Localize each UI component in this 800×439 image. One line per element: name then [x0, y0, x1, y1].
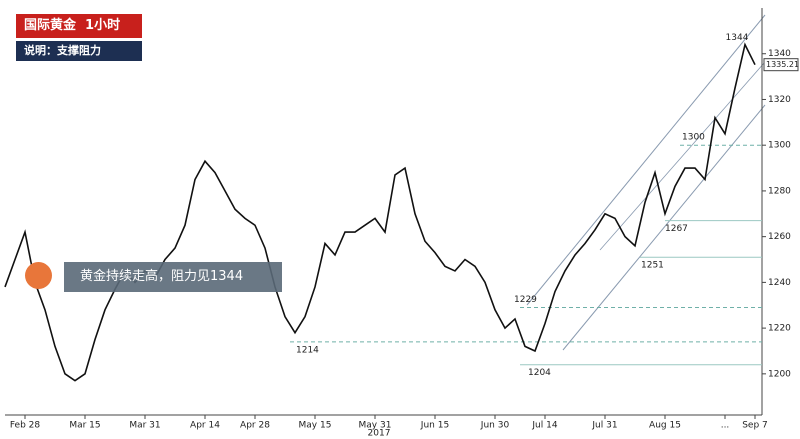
- price-tag: [763, 58, 799, 72]
- x-tick-label: Feb 28: [10, 421, 41, 431]
- x-tick-label: Sep 7: [742, 421, 768, 431]
- y-tick-label: 1260: [768, 232, 791, 242]
- x-tick-label: May 31: [359, 421, 392, 431]
- annotation-banner: 黄金持续走高，阻力见1344: [64, 262, 282, 292]
- y-tick-label: 1320: [768, 95, 791, 105]
- price-line: [4, 42, 756, 382]
- level-label: 1204: [528, 368, 551, 378]
- data-label: 1335.21: [766, 60, 799, 69]
- icon: [25, 262, 52, 289]
- x-tick-label: Jun 15: [420, 421, 449, 431]
- x-tick-label: Jul 31: [591, 421, 617, 431]
- channel-line: [599, 61, 766, 251]
- level-label: 1300: [682, 133, 705, 143]
- title: 国际黄金 1小时: [16, 14, 142, 38]
- level-label: 1214: [296, 345, 319, 355]
- channel-line: [562, 104, 766, 351]
- x-tick-label: Apr 28: [240, 421, 270, 431]
- x-tick-label: Mar 31: [129, 421, 160, 431]
- x-tick-label: ...: [721, 421, 730, 431]
- y-tick-label: 1280: [768, 186, 791, 196]
- y-tick-label: 1200: [768, 369, 791, 379]
- x-tick-label: Mar 15: [69, 421, 100, 431]
- y-tick-label: 1240: [768, 278, 791, 288]
- level-label: 1251: [641, 261, 664, 271]
- level-label: 1229: [514, 295, 537, 305]
- y-tick-label: 1300: [768, 141, 791, 151]
- data-label: 1344: [726, 33, 749, 43]
- x-tick-label: Jun 30: [480, 421, 510, 431]
- x-tick-label: Aug 15: [649, 421, 681, 431]
- y-tick-label: 1340: [768, 49, 791, 59]
- x-tick-label: May 15: [299, 421, 332, 431]
- subtitle: 说明：支撑阻力: [16, 41, 142, 61]
- channel-line: [526, 14, 766, 306]
- year-label: 2017: [368, 429, 391, 439]
- level-label: 1267: [665, 224, 688, 234]
- x-tick-label: Jul 14: [531, 421, 557, 431]
- x-tick-label: Apr 14: [190, 421, 220, 431]
- y-tick-label: 1220: [768, 324, 791, 334]
